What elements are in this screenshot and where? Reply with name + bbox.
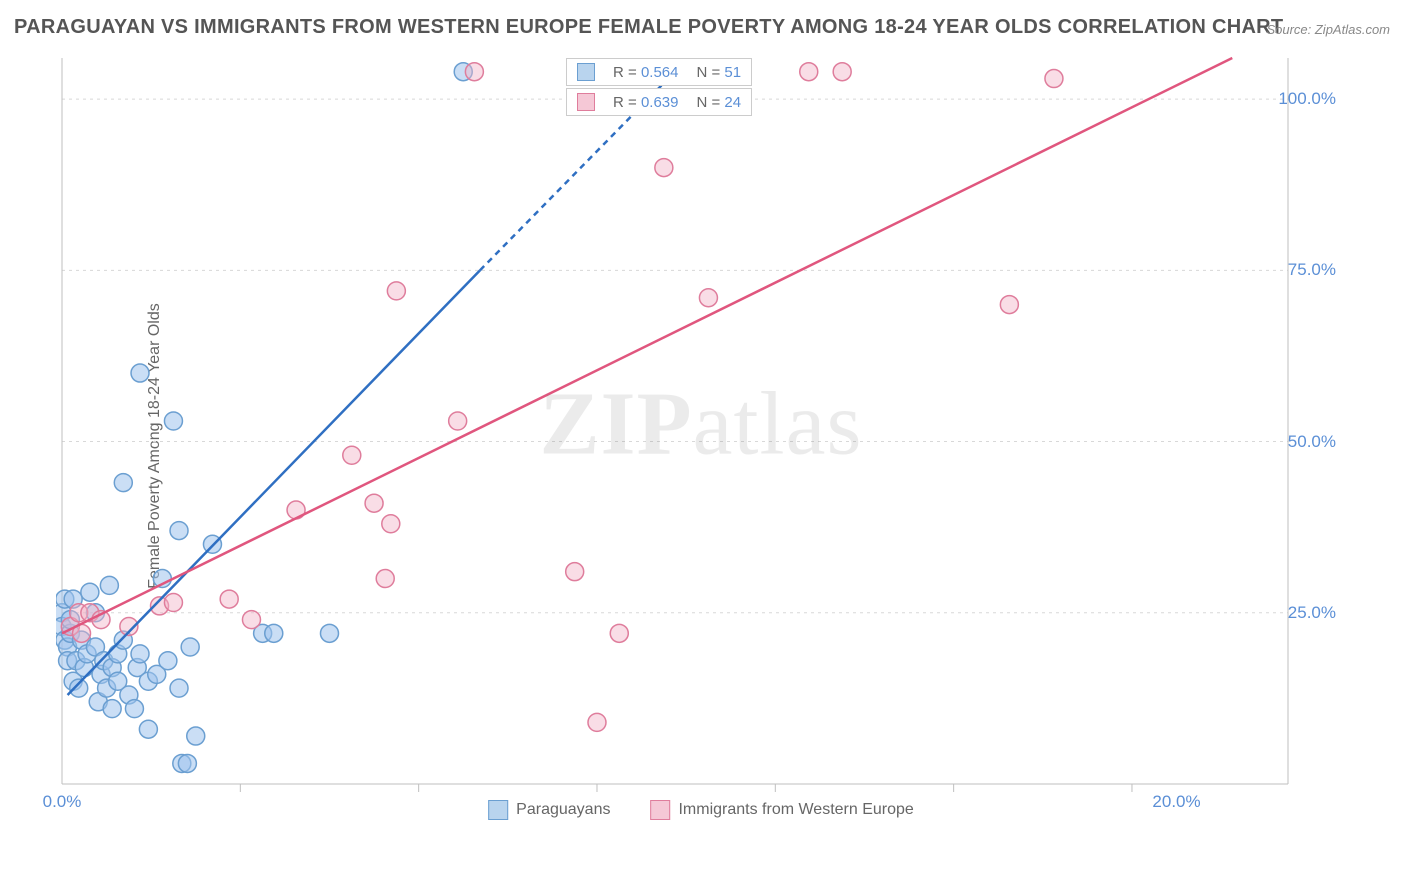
y-tick-label: 75.0% — [1288, 260, 1336, 280]
x-tick-label: 20.0% — [1152, 792, 1200, 812]
swatch-icon — [650, 800, 670, 820]
scatter-plot: ZIPatlas R = 0.564 N = 51 R = 0.639 N = … — [56, 54, 1346, 824]
y-tick-label: 100.0% — [1278, 89, 1336, 109]
x-tick-label: 0.0% — [43, 792, 82, 812]
r-label: R = — [613, 64, 637, 81]
y-tick-label: 50.0% — [1288, 432, 1336, 452]
r-value: 0.639 — [641, 94, 679, 111]
r-value: 0.564 — [641, 64, 679, 81]
legend-label: Immigrants from Western Europe — [678, 801, 913, 818]
legend-label: Paraguayans — [516, 801, 610, 818]
swatch-icon — [488, 800, 508, 820]
legend-item-2: Immigrants from Western Europe — [650, 800, 913, 820]
n-value: 24 — [724, 94, 741, 111]
stats-box-series-2: R = 0.639 N = 24 — [566, 88, 752, 116]
swatch-icon — [577, 63, 595, 81]
n-label: N = — [696, 94, 720, 111]
n-label: N = — [696, 64, 720, 81]
r-label: R = — [613, 94, 637, 111]
swatch-icon — [577, 93, 595, 111]
chart-canvas — [56, 54, 1346, 824]
n-value: 51 — [724, 64, 741, 81]
y-tick-label: 25.0% — [1288, 603, 1336, 623]
source-attribution: Source: ZipAtlas.com — [1266, 22, 1390, 37]
legend-item-1: Paraguayans — [488, 800, 610, 820]
chart-title: PARAGUAYAN VS IMMIGRANTS FROM WESTERN EU… — [14, 16, 1283, 39]
legend: Paraguayans Immigrants from Western Euro… — [488, 800, 914, 820]
stats-box-series-1: R = 0.564 N = 51 — [566, 58, 752, 86]
